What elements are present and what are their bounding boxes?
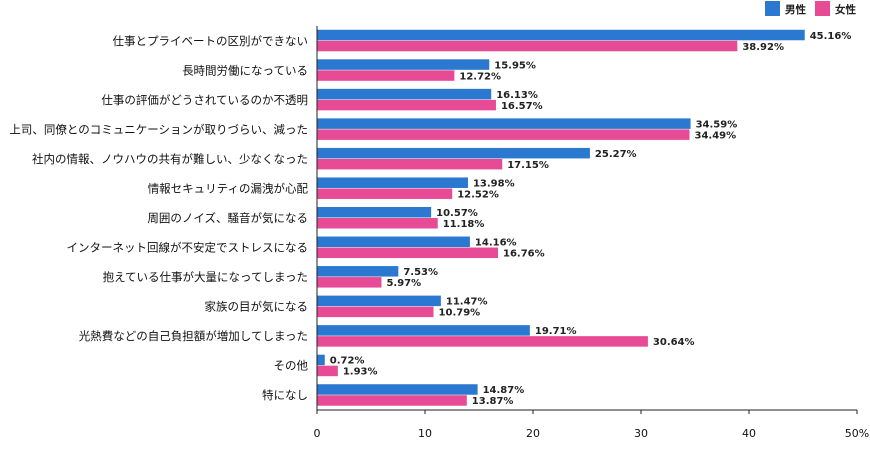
- bar-male: [317, 177, 468, 188]
- bar-female: [317, 188, 453, 199]
- bar-female: [317, 336, 648, 347]
- bar-male: [317, 118, 691, 129]
- bar-female: [317, 129, 690, 140]
- data-label: 10.79%: [439, 308, 481, 319]
- data-label: 16.76%: [503, 249, 545, 260]
- data-label: 14.16%: [475, 238, 517, 249]
- data-label: 13.87%: [472, 396, 514, 407]
- category-label: その他: [274, 359, 309, 373]
- data-label: 34.49%: [694, 130, 736, 141]
- legend-label: 男性: [785, 3, 806, 16]
- data-label: 5.97%: [386, 278, 421, 289]
- category-label: 仕事とプライベートの区別ができない: [113, 34, 309, 48]
- category-label: 周囲のノイズ、騒音が気になる: [147, 211, 308, 225]
- bar-male: [317, 236, 470, 248]
- x-tick-label: 30: [634, 427, 648, 440]
- category-label: 情報セキュリティの漏洩が心配: [148, 181, 309, 195]
- data-label: 16.57%: [501, 101, 543, 112]
- data-label: 11.47%: [446, 297, 488, 308]
- data-label: 38.92%: [742, 42, 784, 53]
- bar-female: [317, 40, 738, 52]
- category-label: 社内の情報、ノウハウの共有が難しい、少なくなった: [32, 152, 308, 166]
- bar-male: [317, 88, 492, 100]
- bar-female: [317, 365, 338, 377]
- data-label: 10.57%: [436, 208, 478, 219]
- bar-male: [317, 384, 478, 395]
- x-tick-label: 10: [418, 427, 432, 440]
- data-label: 30.64%: [653, 337, 695, 348]
- bar-female: [317, 306, 434, 318]
- data-label: 11.18%: [443, 219, 485, 230]
- bar-male: [317, 147, 590, 159]
- category-label: 特になし: [262, 388, 308, 402]
- bar-female: [317, 247, 499, 259]
- data-label: 25.27%: [595, 149, 637, 160]
- data-label: 0.72%: [330, 356, 365, 367]
- data-label: 15.95%: [494, 60, 536, 71]
- data-label: 12.52%: [457, 189, 499, 200]
- category-label: 長時間労働になっている: [182, 63, 308, 77]
- x-tick-label: 0: [314, 427, 321, 440]
- category-label: 仕事の評価がどうされているのか不透明: [101, 93, 308, 107]
- bar-male: [317, 266, 399, 277]
- bar-female: [317, 70, 455, 81]
- bar-female: [317, 218, 438, 229]
- bar-male: [317, 207, 432, 218]
- data-label: 16.13%: [496, 90, 538, 101]
- category-label: 光熱費などの自己負担額が増加してしまった: [79, 329, 308, 343]
- data-label: 13.98%: [473, 178, 515, 189]
- category-label: 上司、同僚とのコミュニケーションが取りづらい、減った: [9, 122, 308, 136]
- x-tick-label: 20: [526, 427, 540, 440]
- data-label: 17.15%: [507, 160, 549, 171]
- bar-male: [317, 325, 530, 336]
- bar-female: [317, 395, 467, 406]
- bar-male: [317, 354, 325, 366]
- data-label: 14.87%: [483, 385, 525, 396]
- legend-label: 女性: [835, 3, 856, 16]
- category-label: インターネット回線が不安定でストレスになる: [67, 241, 309, 255]
- category-label: 家族の目が気になる: [205, 300, 309, 314]
- bar-male: [317, 29, 805, 41]
- bar-female: [317, 99, 496, 111]
- x-tick-label: 40: [742, 427, 756, 440]
- x-tick-label: 50%: [845, 427, 869, 440]
- data-label: 45.16%: [810, 31, 852, 42]
- data-label: 19.71%: [535, 326, 577, 337]
- bar-female: [317, 158, 503, 170]
- data-label: 7.53%: [403, 267, 438, 278]
- bar-male: [317, 295, 441, 307]
- legend-swatch-female: [815, 1, 830, 16]
- data-label: 12.72%: [459, 71, 501, 82]
- legend-swatch-male: [765, 1, 780, 16]
- data-label: 34.59%: [696, 119, 738, 130]
- bar-male: [317, 59, 490, 70]
- category-label: 抱えている仕事が大量になってしまった: [103, 270, 308, 284]
- data-label: 1.93%: [343, 367, 378, 378]
- bar-female: [317, 277, 382, 288]
